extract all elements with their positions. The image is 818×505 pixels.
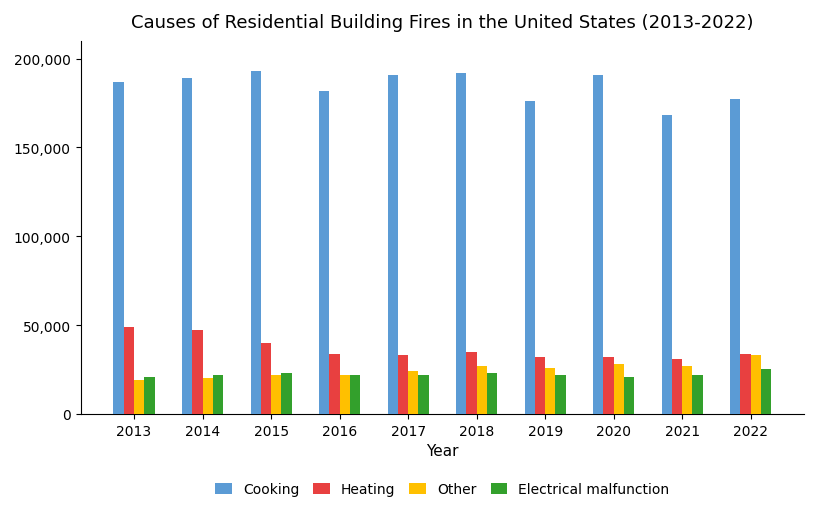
Bar: [466, 352, 477, 414]
Bar: [182, 79, 192, 414]
Bar: [281, 373, 292, 414]
Bar: [319, 91, 330, 414]
Bar: [761, 370, 771, 414]
Bar: [398, 356, 408, 414]
Bar: [456, 74, 466, 414]
Bar: [350, 375, 360, 414]
Bar: [524, 102, 535, 414]
Bar: [682, 366, 692, 414]
Bar: [672, 359, 682, 414]
Bar: [408, 372, 418, 414]
Bar: [203, 379, 213, 414]
Bar: [144, 377, 155, 414]
Bar: [418, 375, 429, 414]
Bar: [250, 72, 261, 414]
Bar: [692, 375, 703, 414]
Bar: [339, 375, 350, 414]
Bar: [192, 331, 203, 414]
Bar: [604, 358, 614, 414]
Bar: [477, 366, 487, 414]
Bar: [261, 343, 271, 414]
Bar: [593, 75, 604, 414]
Bar: [114, 82, 124, 414]
Bar: [740, 354, 751, 414]
Bar: [614, 365, 624, 414]
Bar: [555, 375, 566, 414]
Legend: Cooking, Heating, Other, Electrical malfunction: Cooking, Heating, Other, Electrical malf…: [209, 477, 675, 502]
Bar: [213, 375, 223, 414]
Bar: [535, 358, 545, 414]
Bar: [388, 75, 398, 414]
Bar: [487, 373, 497, 414]
Bar: [662, 116, 672, 414]
Bar: [134, 380, 144, 414]
Bar: [730, 100, 740, 414]
Bar: [751, 356, 761, 414]
X-axis label: Year: Year: [426, 443, 459, 459]
Bar: [124, 327, 134, 414]
Title: Causes of Residential Building Fires in the United States (2013-2022): Causes of Residential Building Fires in …: [131, 14, 753, 32]
Bar: [624, 377, 634, 414]
Bar: [271, 375, 281, 414]
Bar: [545, 368, 555, 414]
Bar: [330, 354, 339, 414]
